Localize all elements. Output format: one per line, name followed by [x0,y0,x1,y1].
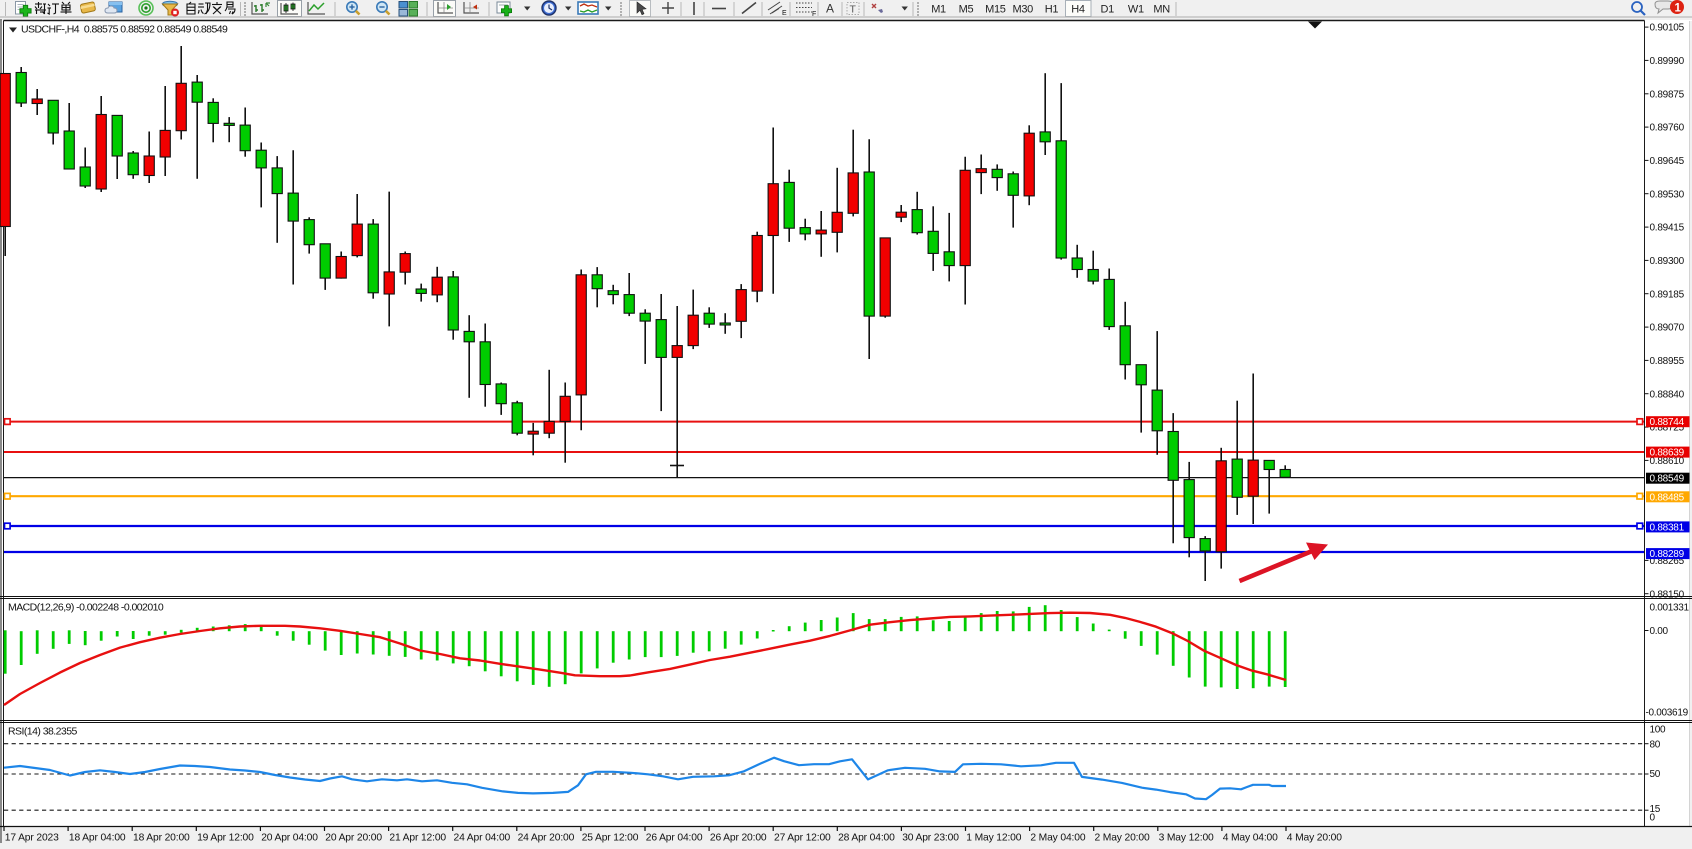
svg-text:MACD(12,26,9) -0.002248 -0.002: MACD(12,26,9) -0.002248 -0.002010 [8,602,164,614]
svg-text:4 May 20:00: 4 May 20:00 [1287,833,1342,844]
svg-text:18 Apr 20:00: 18 Apr 20:00 [133,833,190,844]
svg-text:0.89415: 0.89415 [1650,223,1685,234]
svg-text:20 Apr 20:00: 20 Apr 20:00 [325,833,382,844]
svg-text:28 Apr 04:00: 28 Apr 04:00 [838,833,895,844]
svg-text:0.00: 0.00 [1650,626,1669,637]
svg-text:M15: M15 [985,4,1006,16]
svg-text:27 Apr 12:00: 27 Apr 12:00 [774,833,831,844]
svg-text:4 May 04:00: 4 May 04:00 [1223,833,1278,844]
svg-text:0.89875: 0.89875 [1650,89,1685,100]
svg-text:F: F [812,11,816,18]
svg-text:24 Apr 20:00: 24 Apr 20:00 [518,833,575,844]
svg-text:M5: M5 [959,4,974,16]
svg-text:E: E [782,10,787,17]
svg-text:0.89645: 0.89645 [1650,156,1685,167]
svg-text:A: A [826,2,834,16]
svg-text:H1: H1 [1045,4,1059,16]
svg-text:T: T [850,4,857,16]
svg-text:21 Apr 12:00: 21 Apr 12:00 [389,833,446,844]
svg-text:15: 15 [1650,804,1661,815]
svg-text:0: 0 [1650,813,1656,824]
svg-text:0.88840: 0.88840 [1650,389,1685,400]
svg-text:0.88725: 0.88725 [1650,423,1685,434]
svg-text:0.88549: 0.88549 [1650,474,1685,485]
svg-text:0.88381: 0.88381 [1650,522,1685,533]
svg-text:18 Apr 04:00: 18 Apr 04:00 [69,833,126,844]
svg-text:20 Apr 04:00: 20 Apr 04:00 [261,833,318,844]
svg-text:0.88485: 0.88485 [1650,492,1685,503]
svg-text:0.88955: 0.88955 [1650,356,1685,367]
svg-text:19 Apr 12:00: 19 Apr 12:00 [197,833,254,844]
svg-text:RSI(14) 38.2355: RSI(14) 38.2355 [8,726,78,738]
svg-text:MN: MN [1153,4,1170,16]
svg-text:26 Apr 04:00: 26 Apr 04:00 [646,833,703,844]
svg-text:0.88150: 0.88150 [1650,589,1685,600]
svg-text:0.89760: 0.89760 [1650,123,1685,134]
svg-text:2 May 20:00: 2 May 20:00 [1095,833,1150,844]
svg-text:0.89530: 0.89530 [1650,189,1685,200]
svg-text:0.90105: 0.90105 [1650,23,1685,34]
svg-text:26 Apr 20:00: 26 Apr 20:00 [710,833,767,844]
svg-text:17 Apr 2023: 17 Apr 2023 [5,833,59,844]
svg-text:100: 100 [1650,724,1667,735]
svg-text:0.88289: 0.88289 [1650,549,1685,560]
svg-text:1 May 12:00: 1 May 12:00 [966,833,1021,844]
svg-text:0.88744: 0.88744 [1650,417,1685,428]
svg-text:H4: H4 [1071,4,1085,16]
svg-text:80: 80 [1650,740,1661,751]
svg-text:USDCHF-,H4 0.88575 0.88592 0.: USDCHF-,H4 0.88575 0.88592 0.88549 0.885… [21,24,228,36]
svg-text:M1: M1 [931,4,946,16]
svg-text:50: 50 [1650,769,1661,780]
svg-text:3 May 12:00: 3 May 12:00 [1159,833,1214,844]
svg-text:D1: D1 [1101,4,1115,16]
svg-text:0.88639: 0.88639 [1650,448,1685,459]
svg-text:0.89070: 0.89070 [1650,323,1685,334]
svg-text:0.88265: 0.88265 [1650,556,1685,567]
svg-text:0.89990: 0.89990 [1650,56,1685,67]
svg-text:0.001331: 0.001331 [1650,602,1690,613]
svg-text:30 Apr 23:00: 30 Apr 23:00 [902,833,959,844]
svg-text:24 Apr 04:00: 24 Apr 04:00 [454,833,511,844]
svg-text:-0.003619: -0.003619 [1646,708,1689,719]
svg-text:W1: W1 [1128,4,1144,16]
svg-text:M30: M30 [1013,4,1034,16]
svg-text:0.89185: 0.89185 [1650,289,1685,300]
svg-text:25 Apr 12:00: 25 Apr 12:00 [582,833,639,844]
svg-text:2 May 04:00: 2 May 04:00 [1030,833,1085,844]
svg-text:0.89300: 0.89300 [1650,256,1685,267]
svg-text:0.88610: 0.88610 [1650,456,1685,467]
svg-text:1: 1 [1675,3,1682,15]
